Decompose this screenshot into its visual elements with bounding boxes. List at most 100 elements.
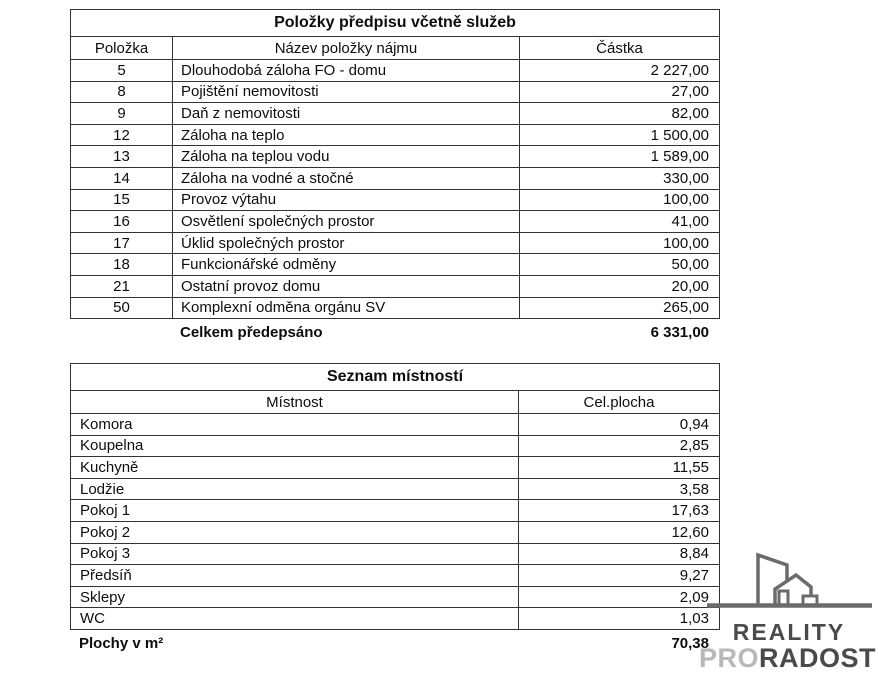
table-row: Předsíň 9,27: [70, 564, 720, 587]
charge-code: 17: [70, 231, 173, 255]
room-name: Pokoj 1: [70, 499, 519, 522]
charge-name: Komplexní odměna orgánu SV: [172, 296, 520, 320]
charge-name: Funkcionářské odměny: [172, 253, 520, 276]
charge-amount: 100,00: [518, 188, 721, 212]
charge-name: Dlouhodobá záloha FO - domu: [172, 59, 520, 82]
room-area: 17,63: [518, 499, 720, 522]
room-area: 12,60: [518, 520, 720, 544]
charge-code: 13: [70, 145, 173, 168]
charge-name: Záloha na teplo: [172, 123, 520, 147]
charge-code: 21: [70, 274, 173, 298]
table-row: 15 Provoz výtahu 100,00: [70, 188, 721, 212]
room-name: Kuchyně: [70, 456, 519, 479]
charge-name: Záloha na vodné a stočné: [172, 166, 520, 190]
charges-total-label: Celkem předepsáno: [180, 324, 323, 341]
table-row: Kuchyně 11,55: [70, 456, 720, 479]
logo-text-pro: PRO: [698, 643, 759, 673]
charge-name: Provoz výtahu: [172, 188, 520, 212]
table-row: 50 Komplexní odměna orgánu SV 265,00: [70, 296, 721, 320]
charge-name: Daň z nemovitosti: [172, 102, 520, 125]
charge-amount: 41,00: [518, 210, 721, 233]
charge-amount: 82,00: [518, 102, 721, 125]
table-row: 21 Ostatní provoz domu 20,00: [70, 274, 721, 298]
room-area: 2,09: [518, 585, 720, 609]
charge-name: Záloha na teplou vodu: [172, 145, 520, 168]
rooms-total-label: Plochy v m²: [79, 635, 164, 652]
table-row: 5 Dlouhodobá záloha FO - domu 2 227,00: [70, 59, 721, 82]
charge-amount: 1 500,00: [518, 123, 721, 147]
charges-header-amount: Částka: [518, 36, 721, 60]
table-row: Pokoj 3 8,84: [70, 542, 720, 566]
rooms-header-area: Cel.plocha: [518, 390, 720, 414]
table-row: WC 1,03: [70, 607, 720, 630]
charges-header-name: Název položky nájmu: [172, 36, 520, 60]
table-row: Koupelna 2,85: [70, 434, 720, 458]
room-area: 8,84: [518, 542, 720, 566]
room-name: WC: [70, 607, 519, 630]
table-row: Sklepy 2,09: [70, 585, 720, 609]
charges-header-item: Položka: [70, 36, 173, 60]
charge-name: Osvětlení společných prostor: [172, 210, 520, 233]
rooms-header-room: Místnost: [70, 390, 519, 414]
charge-code: 14: [70, 166, 173, 190]
charges-total-value: 6 331,00: [650, 324, 709, 341]
room-area: 9,27: [518, 564, 720, 587]
charges-header-row: Položka Název položky nájmu Částka: [70, 36, 721, 60]
charge-code: 9: [70, 102, 173, 125]
room-area: 2,85: [518, 434, 720, 458]
table-row: 14 Záloha na vodné a stočné 330,00: [70, 166, 721, 190]
room-name: Předsíň: [70, 564, 519, 587]
rooms-header-row: Místnost Cel.plocha: [70, 390, 720, 414]
charge-amount: 100,00: [518, 231, 721, 255]
charge-amount: 27,00: [518, 80, 721, 104]
table-row: 13 Záloha na teplou vodu 1 589,00: [70, 145, 721, 168]
charges-table: Položky předpisu včetně služeb Položka N…: [69, 9, 721, 320]
table-row: 9 Daň z nemovitosti 82,00: [70, 102, 721, 125]
room-area: 11,55: [518, 456, 720, 479]
charge-amount: 1 589,00: [518, 145, 721, 168]
table-row: 18 Funkcionářské odměny 50,00: [70, 253, 721, 276]
charge-code: 15: [70, 188, 173, 212]
room-area: 3,58: [518, 477, 720, 501]
charge-amount: 265,00: [518, 296, 721, 320]
room-name: Komora: [70, 413, 519, 436]
room-name: Sklepy: [70, 585, 519, 609]
charge-amount: 20,00: [518, 274, 721, 298]
charge-name: Ostatní provoz domu: [172, 274, 520, 298]
charge-name: Úklid společných prostor: [172, 231, 520, 255]
rooms-total-row: Plochy v m² 70,38: [70, 635, 719, 652]
charge-code: 5: [70, 59, 173, 82]
table-row: 8 Pojištění nemovitosti 27,00: [70, 80, 721, 104]
realty-logo-skyline-icon: [707, 552, 872, 608]
charges-total-row: Celkem předepsáno 6 331,00: [70, 324, 719, 341]
room-name: Lodžie: [70, 477, 519, 501]
table-row: 12 Záloha na teplo 1 500,00: [70, 123, 721, 147]
logo-text-reality: REALITY: [732, 619, 846, 645]
room-name: Pokoj 3: [70, 542, 519, 566]
charges-table-title: Položky předpisu včetně služeb: [69, 9, 721, 37]
table-row: Pokoj 2 12,60: [70, 520, 720, 544]
room-area: 1,03: [518, 607, 720, 630]
room-name: Pokoj 2: [70, 520, 519, 544]
charge-amount: 330,00: [518, 166, 721, 190]
rooms-total-value: 70,38: [671, 635, 709, 652]
table-row: Pokoj 1 17,63: [70, 499, 720, 522]
charge-name: Pojištění nemovitosti: [172, 80, 520, 104]
charge-code: 50: [70, 296, 173, 320]
rooms-table: Seznam místností Místnost Cel.plocha Kom…: [70, 363, 720, 630]
table-row: Lodžie 3,58: [70, 477, 720, 501]
table-row: Komora 0,94: [70, 413, 720, 436]
charges-title-row: Položky předpisu včetně služeb: [69, 9, 721, 37]
table-row: 17 Úklid společných prostor 100,00: [70, 231, 721, 255]
room-name: Koupelna: [70, 434, 519, 458]
charge-amount: 2 227,00: [518, 59, 721, 82]
charge-code: 8: [70, 80, 173, 104]
rooms-title-row: Seznam místností: [70, 363, 720, 391]
charge-code: 12: [70, 123, 173, 147]
logo-text-radost: RADOST: [759, 643, 876, 673]
charge-code: 18: [70, 253, 173, 276]
charge-code: 16: [70, 210, 173, 233]
charge-amount: 50,00: [518, 253, 721, 276]
table-row: 16 Osvětlení společných prostor 41,00: [70, 210, 721, 233]
logo-text-proradost: PRORADOST: [697, 643, 878, 674]
